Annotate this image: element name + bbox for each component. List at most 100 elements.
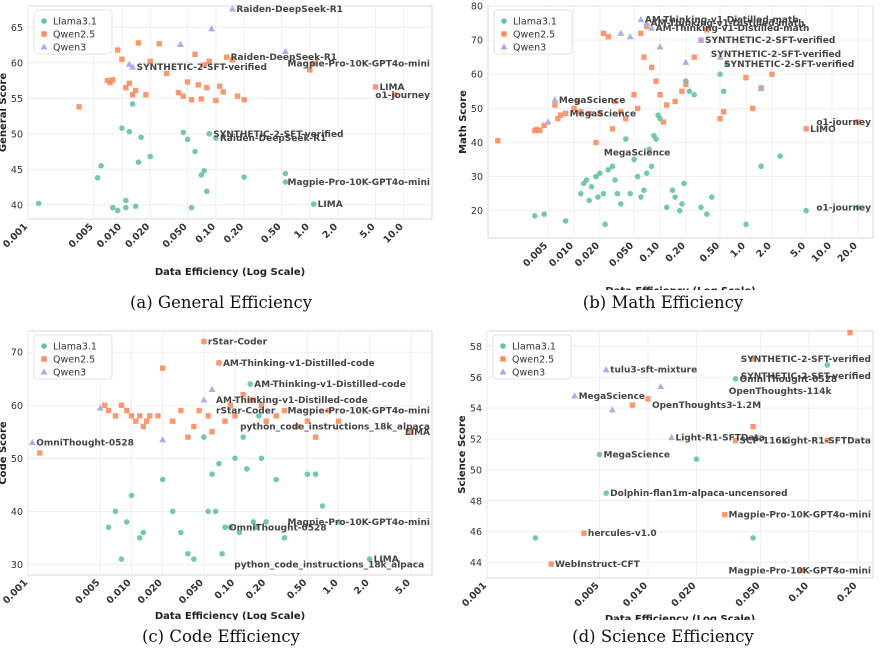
y-axis-label: Math Score bbox=[458, 90, 469, 154]
point-qwen25 bbox=[643, 23, 650, 30]
point-llama31 bbox=[123, 197, 129, 204]
point-llama31 bbox=[98, 162, 104, 169]
point-llama31 bbox=[159, 476, 166, 483]
point-llama31 bbox=[147, 153, 154, 160]
point-qwen25 bbox=[593, 139, 599, 146]
point-llama31 bbox=[129, 101, 136, 107]
point-qwen25 bbox=[769, 71, 775, 77]
point-llama31 bbox=[724, 61, 730, 67]
y-tick-label: 50 bbox=[470, 465, 482, 476]
point-qwen25 bbox=[335, 418, 342, 424]
x-tick-label: 5.0 bbox=[393, 577, 413, 597]
y-tick-label: 45 bbox=[11, 165, 23, 176]
x-axis-label: Data Efficiency (Log Scale) bbox=[155, 267, 305, 278]
point-qwen25 bbox=[541, 122, 547, 129]
annotation-label: tulu3-sft-mixture bbox=[610, 366, 697, 376]
point-llama31 bbox=[206, 131, 213, 137]
point-llama31 bbox=[250, 519, 257, 525]
point-qwen25 bbox=[184, 79, 191, 85]
point-qwen25 bbox=[704, 27, 710, 33]
point-llama31 bbox=[672, 194, 678, 200]
y-tick-label: 50 bbox=[11, 129, 23, 140]
legend-label: Qwen2.5 bbox=[512, 355, 554, 366]
point-qwen3 bbox=[208, 385, 216, 392]
point-qwen25 bbox=[180, 93, 186, 99]
y-axis-label: Science Score bbox=[457, 415, 468, 494]
point-llama31 bbox=[641, 187, 647, 194]
legend-label: Qwen2.5 bbox=[53, 355, 95, 366]
x-tick-label: 0.10 bbox=[213, 577, 238, 602]
point-llama31 bbox=[663, 204, 670, 211]
point-llama31 bbox=[600, 190, 607, 197]
annotation-label: Magpie-Pro-10K-GPT4o-mini bbox=[728, 566, 871, 576]
point-llama31 bbox=[758, 163, 764, 170]
annotation-label: SYNTHETIC-2-SFT-verified bbox=[213, 130, 343, 140]
annotation-label: SYNTHETIC-2-SFT-verified bbox=[711, 50, 841, 60]
point-qwen25 bbox=[164, 70, 170, 77]
point-llama31 bbox=[596, 451, 603, 458]
legend-label: Llama3.1 bbox=[53, 342, 97, 353]
point-llama31 bbox=[213, 135, 219, 141]
x-tick-label: 0.50 bbox=[698, 240, 723, 265]
x-tick-label: 0.010 bbox=[105, 577, 134, 606]
point-qwen25 bbox=[133, 418, 139, 424]
point-qwen3 bbox=[159, 436, 167, 443]
point-qwen3 bbox=[129, 63, 137, 70]
point-qwen3 bbox=[544, 118, 552, 125]
annotation-label: AM-Thinking-v1-Distilled-code bbox=[216, 396, 368, 406]
point-qwen25 bbox=[201, 338, 207, 345]
point-qwen25 bbox=[732, 437, 739, 444]
point-llama31 bbox=[634, 173, 641, 180]
point-qwen25 bbox=[325, 407, 332, 414]
x-tick-label: 0.050 bbox=[607, 240, 636, 269]
point-qwen25 bbox=[105, 407, 112, 414]
annotation-label: o1-journey bbox=[375, 91, 430, 101]
point-qwen25 bbox=[548, 561, 554, 567]
point-qwen25 bbox=[623, 115, 629, 122]
annotation-label: SYNTHETIC-2-SFT-verified bbox=[137, 63, 267, 73]
point-qwen25 bbox=[581, 530, 587, 536]
x-tick-label: 0.10 bbox=[194, 221, 219, 246]
y-tick-label: 30 bbox=[471, 172, 483, 183]
legend-box bbox=[492, 334, 572, 380]
point-qwen25 bbox=[717, 115, 723, 122]
point-qwen25 bbox=[192, 51, 198, 57]
point-qwen25 bbox=[206, 58, 212, 65]
point-qwen3 bbox=[668, 433, 675, 441]
point-qwen25 bbox=[571, 105, 577, 112]
point-qwen25 bbox=[534, 126, 540, 133]
legend: Llama3.1 Qwen2.5 Qwen3 bbox=[492, 334, 572, 380]
x-tick-label: 0.20 bbox=[835, 580, 860, 605]
y-tick-label: 70 bbox=[471, 36, 483, 47]
point-llama31 bbox=[247, 381, 253, 387]
point-qwen25 bbox=[562, 110, 569, 117]
x-tick-label: 0.050 bbox=[177, 577, 206, 606]
annotation-label: Magpie-Pro-10K-GPT4o-mini bbox=[287, 178, 430, 188]
point-qwen25 bbox=[657, 92, 663, 98]
point-qwen25 bbox=[140, 423, 147, 430]
y-tick-label: 52 bbox=[470, 435, 482, 446]
y-tick-label: 60 bbox=[11, 401, 23, 412]
legend-label: Llama3.1 bbox=[53, 17, 97, 28]
annotation-label: LIMO bbox=[810, 125, 836, 135]
point-llama31 bbox=[583, 177, 590, 183]
point-qwen25 bbox=[201, 62, 207, 68]
point-qwen25 bbox=[229, 57, 236, 63]
point-qwen3 bbox=[648, 24, 656, 31]
annotation-label: MegaScience bbox=[559, 96, 625, 106]
annotation-label: WebInstruct-CFT bbox=[555, 560, 641, 570]
point-llama31 bbox=[698, 204, 704, 211]
point-qwen25 bbox=[124, 407, 130, 414]
x-tick-label: 0.010 bbox=[547, 240, 576, 269]
point-llama31 bbox=[335, 519, 342, 525]
point-qwen25 bbox=[217, 83, 223, 89]
point-qwen25 bbox=[586, 110, 592, 117]
y-tick-label: 20 bbox=[471, 206, 483, 217]
point-qwen25 bbox=[679, 88, 685, 94]
point-llama31 bbox=[686, 88, 693, 95]
point-llama31 bbox=[281, 535, 288, 541]
point-qwen25 bbox=[372, 84, 379, 90]
point-llama31 bbox=[191, 556, 197, 562]
point-qwen25 bbox=[188, 97, 195, 103]
